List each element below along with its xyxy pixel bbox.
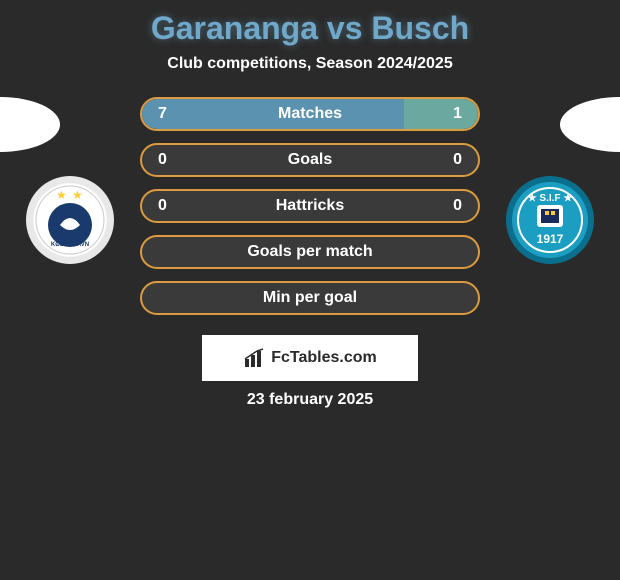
stat-label: Goals [288,151,332,169]
stat-label: Matches [278,105,342,123]
stat-row-min-per-goal: Min per goal [140,281,480,315]
brand-text: FcTables.com [271,349,377,367]
stat-label: Min per goal [263,289,357,307]
svg-text:1917: 1917 [537,232,564,246]
page-title: Garananga vs Busch [0,10,620,47]
svg-text:★: ★ [72,188,83,202]
left-player-ellipse [0,97,60,152]
right-player-ellipse [560,97,620,152]
stat-label: Hattricks [276,197,344,215]
stat-left-value: 0 [158,197,167,215]
stat-left-value: 7 [158,105,167,123]
stat-row-goals: 0 Goals 0 [140,143,480,177]
stat-label: Goals per match [247,243,372,261]
stat-right-value: 1 [453,105,462,123]
fck-crest-icon: ★ ★ KØBENHAVN [35,185,105,255]
stat-left-value: 0 [158,151,167,169]
stats-list: 7 Matches 1 0 Goals 0 0 Hattricks 0 Goal… [140,97,480,315]
subtitle: Club competitions, Season 2024/2025 [0,55,620,73]
stat-row-goals-per-match: Goals per match [140,235,480,269]
stat-right-value: 0 [453,197,462,215]
stat-fill-right [404,99,478,129]
chart-icon [243,347,265,369]
sif-crest-icon: ★ S.I.F ★ 1917 [511,181,589,259]
svg-text:KØBENHAVN: KØBENHAVN [51,242,89,248]
svg-text:★: ★ [56,188,67,202]
stat-fill-left [142,99,404,129]
brand-box: FcTables.com [202,335,418,381]
svg-text:★ S.I.F ★: ★ S.I.F ★ [528,193,573,204]
comparison-card: Garananga vs Busch Club competitions, Se… [0,0,620,419]
stat-row-matches: 7 Matches 1 [140,97,480,131]
date-text: 23 february 2025 [0,391,620,409]
left-club-crest: ★ ★ KØBENHAVN [26,176,114,264]
stat-right-value: 0 [453,151,462,169]
right-club-crest: ★ S.I.F ★ 1917 [506,176,594,264]
stat-row-hattricks: 0 Hattricks 0 [140,189,480,223]
